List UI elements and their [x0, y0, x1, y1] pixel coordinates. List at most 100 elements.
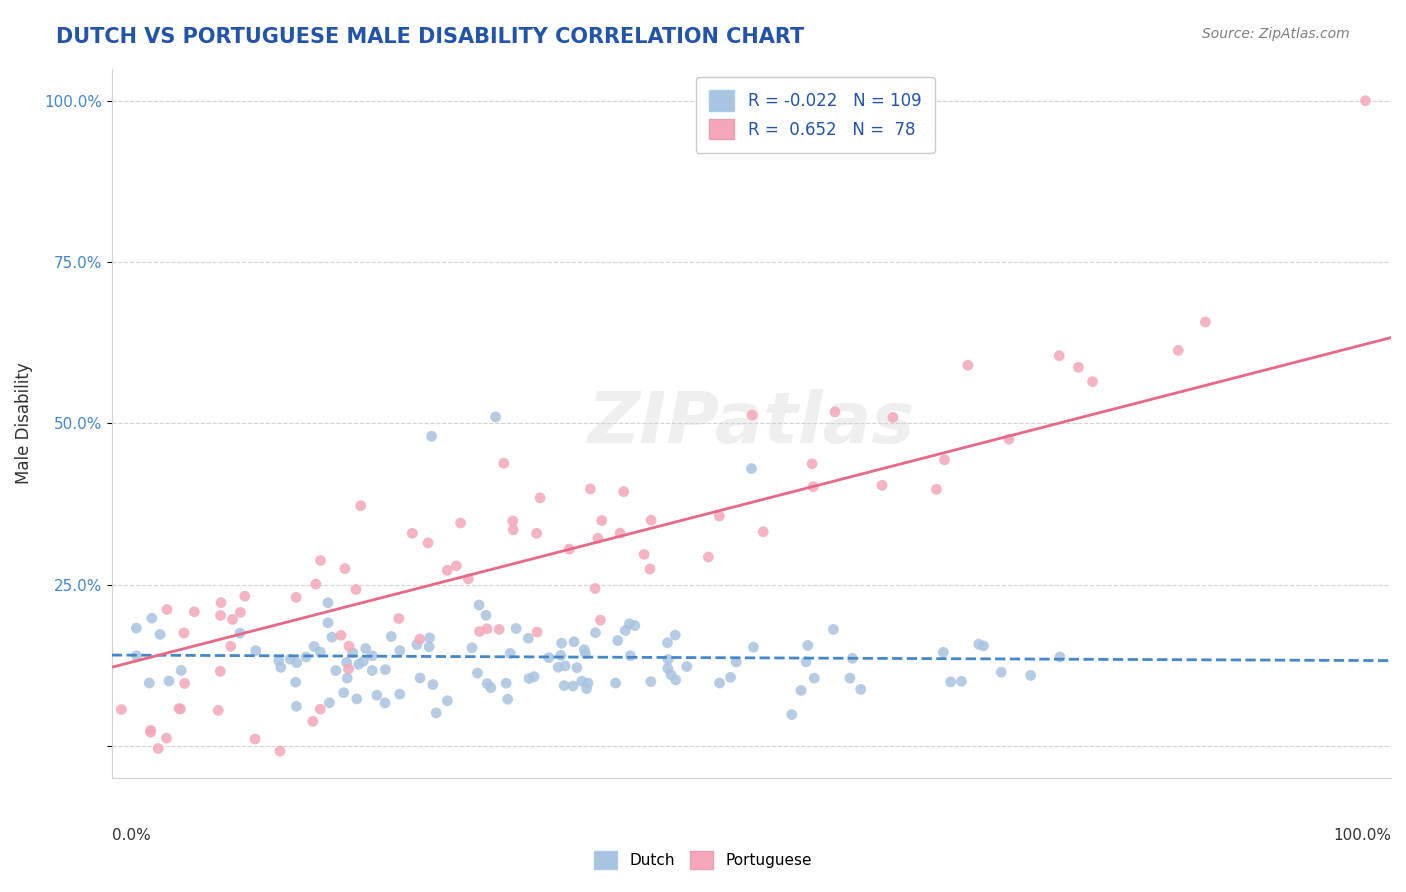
Y-axis label: Male Disability: Male Disability [15, 362, 32, 484]
Point [1194, 315, 1216, 329]
Point [169, 702, 191, 716]
Text: Source: ZipAtlas.com: Source: ZipAtlas.com [1202, 27, 1350, 41]
Point [245, 643, 267, 657]
Point [1047, 349, 1070, 363]
Point [932, 645, 955, 659]
Point [990, 665, 1012, 680]
Point [998, 432, 1021, 446]
Point [270, 660, 292, 674]
Point [285, 591, 308, 605]
Point [138, 676, 160, 690]
Legend: R = -0.022   N = 109, R =  0.652   N =  78: R = -0.022 N = 109, R = 0.652 N = 78 [696, 77, 935, 153]
Point [565, 660, 588, 674]
Point [436, 694, 458, 708]
Point [1167, 343, 1189, 358]
Point [475, 676, 498, 690]
Point [468, 624, 491, 639]
Point [374, 696, 396, 710]
Point [720, 670, 742, 684]
Point [361, 664, 384, 678]
Point [325, 664, 347, 678]
Point [849, 682, 872, 697]
Point [269, 744, 291, 758]
Point [495, 676, 517, 690]
Point [309, 553, 332, 567]
Text: DUTCH VS PORTUGUESE MALE DISABILITY CORRELATION CHART: DUTCH VS PORTUGUESE MALE DISABILITY CORR… [56, 27, 804, 46]
Point [640, 674, 662, 689]
Point [425, 706, 447, 720]
Point [579, 482, 602, 496]
Point [589, 613, 612, 627]
Point [141, 611, 163, 625]
Text: ZIPatlas: ZIPatlas [588, 389, 915, 458]
Point [841, 651, 863, 665]
Point [725, 655, 748, 669]
Point [332, 686, 354, 700]
Point [380, 630, 402, 644]
Point [209, 608, 232, 623]
Point [550, 636, 572, 650]
Point [446, 558, 468, 573]
Point [606, 633, 628, 648]
Point [571, 674, 593, 689]
Point [619, 616, 641, 631]
Point [461, 640, 484, 655]
Point [801, 457, 824, 471]
Point [613, 484, 636, 499]
Point [665, 673, 688, 687]
Point [796, 639, 818, 653]
Point [361, 648, 384, 663]
Point [155, 731, 177, 746]
Point [209, 596, 232, 610]
Point [285, 656, 308, 670]
Point [285, 699, 308, 714]
Point [488, 623, 510, 637]
Point [207, 703, 229, 717]
Point [605, 676, 627, 690]
Point [173, 626, 195, 640]
Point [406, 638, 429, 652]
Point [309, 645, 332, 659]
Point [633, 548, 655, 562]
Text: 0.0%: 0.0% [112, 828, 150, 843]
Point [436, 563, 458, 577]
Point [659, 667, 682, 681]
Point [638, 562, 661, 576]
Point [558, 542, 581, 557]
Point [517, 672, 540, 686]
Point [780, 707, 803, 722]
Point [1019, 668, 1042, 682]
Point [505, 622, 527, 636]
Point [233, 589, 256, 603]
Point [526, 625, 548, 640]
Point [574, 647, 596, 661]
Point [752, 524, 775, 539]
Point [420, 429, 443, 443]
Point [1067, 360, 1090, 375]
Point [574, 642, 596, 657]
Point [416, 536, 439, 550]
Point [550, 648, 572, 663]
Point [309, 702, 332, 716]
Point [475, 622, 498, 636]
Point [301, 714, 323, 729]
Point [219, 639, 242, 653]
Point [697, 549, 720, 564]
Point [344, 582, 367, 597]
Point [591, 514, 613, 528]
Point [972, 639, 994, 653]
Point [484, 409, 506, 424]
Point [576, 676, 599, 690]
Point [554, 659, 576, 673]
Point [823, 623, 845, 637]
Point [295, 650, 318, 665]
Point [967, 637, 990, 651]
Point [366, 688, 388, 702]
Point [467, 666, 489, 681]
Point [110, 702, 132, 716]
Point [794, 655, 817, 669]
Point [337, 662, 360, 676]
Point [346, 692, 368, 706]
Point [418, 640, 440, 654]
Point [1049, 650, 1071, 665]
